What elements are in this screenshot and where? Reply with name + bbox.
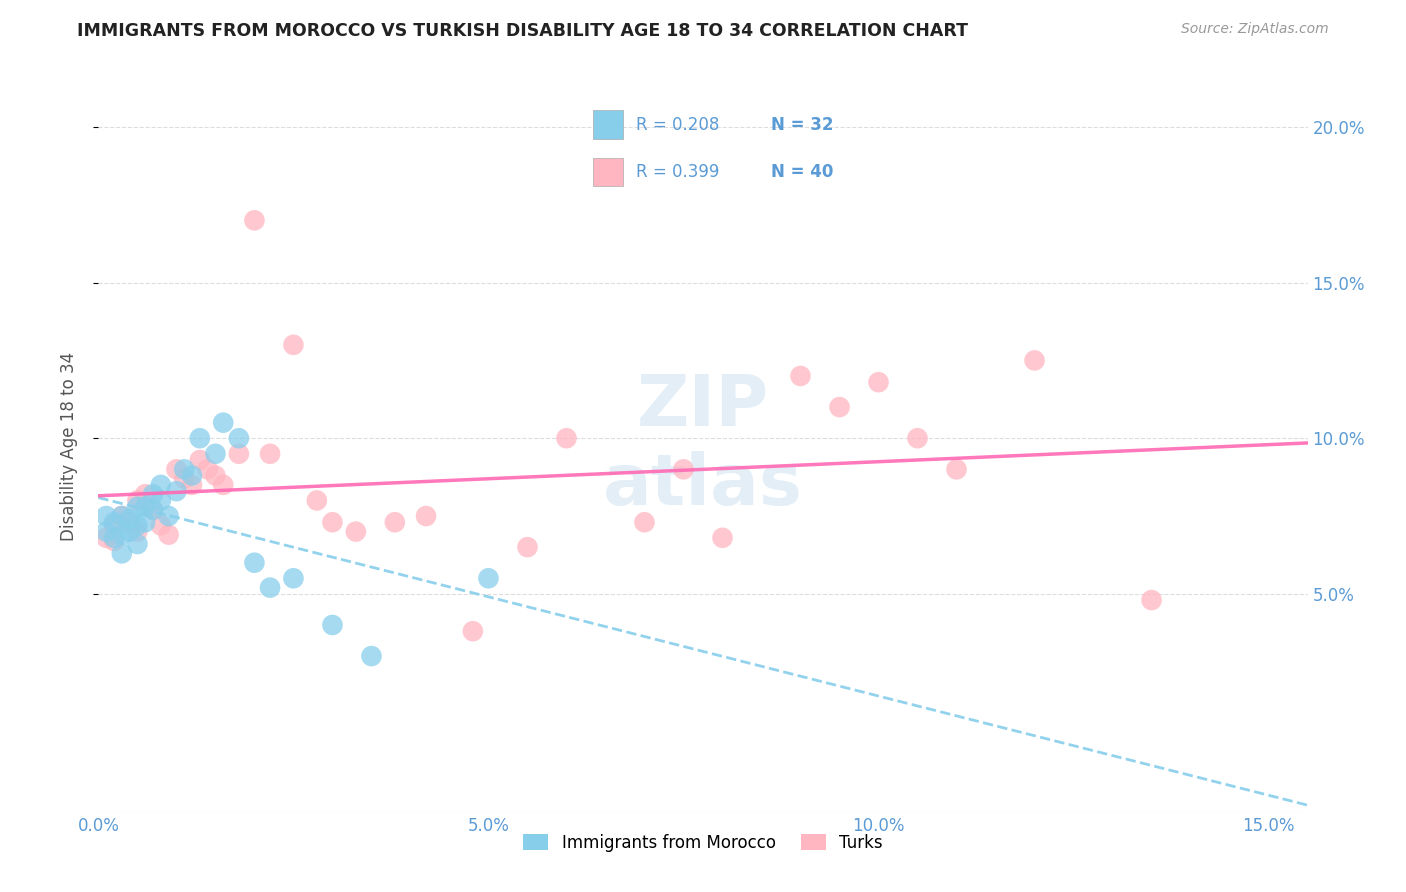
Point <box>127 493 149 508</box>
Point <box>212 478 235 492</box>
Point <box>711 531 734 545</box>
Point <box>228 447 250 461</box>
Point <box>127 518 149 533</box>
Point <box>181 468 204 483</box>
Point <box>672 462 695 476</box>
Point <box>103 533 125 548</box>
Point <box>118 515 141 529</box>
Text: N = 40: N = 40 <box>770 163 834 181</box>
Point <box>1024 353 1046 368</box>
Point <box>188 453 211 467</box>
Point <box>555 431 578 445</box>
Point <box>149 518 172 533</box>
Point <box>283 571 305 585</box>
Point <box>134 515 156 529</box>
Point <box>461 624 484 639</box>
Point <box>127 524 149 539</box>
Text: R = 0.208: R = 0.208 <box>637 116 720 134</box>
Text: ZIP
atlas: ZIP atlas <box>603 372 803 520</box>
Point <box>259 581 281 595</box>
Point <box>127 537 149 551</box>
Point <box>243 556 266 570</box>
Point <box>633 515 655 529</box>
Point <box>259 447 281 461</box>
Point <box>96 531 118 545</box>
Point <box>118 512 141 526</box>
Point <box>868 375 890 389</box>
Point <box>789 368 811 383</box>
Point <box>173 472 195 486</box>
Point <box>142 503 165 517</box>
Text: R = 0.399: R = 0.399 <box>637 163 720 181</box>
Y-axis label: Disability Age 18 to 34: Disability Age 18 to 34 <box>59 351 77 541</box>
Point <box>134 500 156 514</box>
Text: N = 32: N = 32 <box>770 116 834 134</box>
Point <box>907 431 929 445</box>
Point <box>149 478 172 492</box>
Point <box>188 431 211 445</box>
Point <box>142 503 165 517</box>
Point <box>173 462 195 476</box>
Text: IMMIGRANTS FROM MOROCCO VS TURKISH DISABILITY AGE 18 TO 34 CORRELATION CHART: IMMIGRANTS FROM MOROCCO VS TURKISH DISAB… <box>77 22 969 40</box>
Point <box>157 509 180 524</box>
Point <box>344 524 367 539</box>
Point <box>103 518 125 533</box>
Point <box>828 400 851 414</box>
Point <box>111 527 134 541</box>
Point <box>181 478 204 492</box>
Point <box>157 527 180 541</box>
Point <box>96 509 118 524</box>
Point <box>103 515 125 529</box>
Point <box>945 462 967 476</box>
Point <box>134 487 156 501</box>
Point <box>204 447 226 461</box>
Point <box>197 462 219 476</box>
Point <box>228 431 250 445</box>
FancyBboxPatch shape <box>592 158 623 186</box>
Point <box>1140 593 1163 607</box>
Point <box>384 515 406 529</box>
Point <box>111 509 134 524</box>
Point <box>204 468 226 483</box>
Point <box>321 515 343 529</box>
FancyBboxPatch shape <box>592 111 623 139</box>
Point <box>127 500 149 514</box>
Point <box>516 540 538 554</box>
Point <box>111 509 134 524</box>
Point <box>103 531 125 545</box>
Point <box>305 493 328 508</box>
Point <box>118 524 141 539</box>
Point <box>212 416 235 430</box>
Point <box>142 487 165 501</box>
Point <box>477 571 499 585</box>
Point <box>111 546 134 560</box>
Legend: Immigrants from Morocco, Turks: Immigrants from Morocco, Turks <box>516 827 890 858</box>
Point <box>149 493 172 508</box>
Point <box>283 338 305 352</box>
Point <box>96 524 118 539</box>
Point <box>415 509 437 524</box>
Point <box>321 618 343 632</box>
Point <box>165 484 187 499</box>
Point <box>165 462 187 476</box>
Point <box>243 213 266 227</box>
Point <box>360 649 382 664</box>
Text: Source: ZipAtlas.com: Source: ZipAtlas.com <box>1181 22 1329 37</box>
